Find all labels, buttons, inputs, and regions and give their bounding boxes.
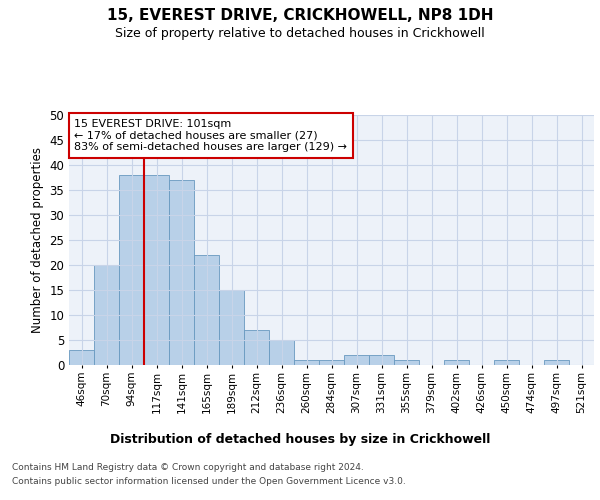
Bar — [319, 360, 344, 365]
Bar — [444, 360, 469, 365]
Bar — [369, 355, 394, 365]
Text: Contains HM Land Registry data © Crown copyright and database right 2024.: Contains HM Land Registry data © Crown c… — [12, 462, 364, 471]
Bar — [219, 290, 244, 365]
Bar — [544, 360, 569, 365]
Text: 15, EVEREST DRIVE, CRICKHOWELL, NP8 1DH: 15, EVEREST DRIVE, CRICKHOWELL, NP8 1DH — [107, 8, 493, 22]
Text: Distribution of detached houses by size in Crickhowell: Distribution of detached houses by size … — [110, 432, 490, 446]
Bar — [169, 180, 194, 365]
Bar — [144, 175, 169, 365]
Y-axis label: Number of detached properties: Number of detached properties — [31, 147, 44, 333]
Text: 15 EVEREST DRIVE: 101sqm
← 17% of detached houses are smaller (27)
83% of semi-d: 15 EVEREST DRIVE: 101sqm ← 17% of detach… — [74, 118, 347, 152]
Bar — [394, 360, 419, 365]
Text: Size of property relative to detached houses in Crickhowell: Size of property relative to detached ho… — [115, 28, 485, 40]
Bar — [269, 340, 294, 365]
Bar — [344, 355, 369, 365]
Bar — [294, 360, 319, 365]
Bar — [494, 360, 519, 365]
Bar — [119, 175, 144, 365]
Bar — [244, 330, 269, 365]
Text: Contains public sector information licensed under the Open Government Licence v3: Contains public sector information licen… — [12, 478, 406, 486]
Bar — [94, 265, 119, 365]
Bar — [194, 255, 219, 365]
Bar — [69, 350, 94, 365]
